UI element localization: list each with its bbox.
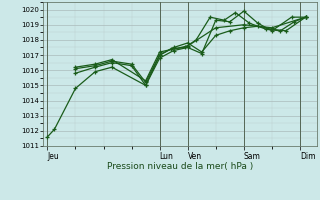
X-axis label: Pression niveau de la mer( hPa ): Pression niveau de la mer( hPa ) — [107, 162, 253, 171]
